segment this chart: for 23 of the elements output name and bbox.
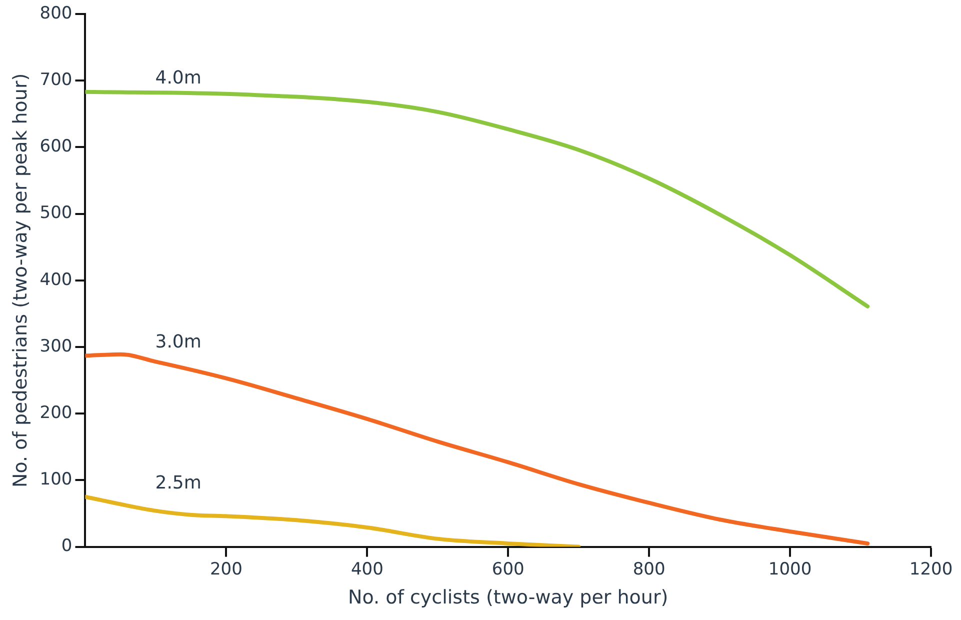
series-label: 4.0m [155, 68, 202, 89]
series-label: 3.0m [155, 331, 202, 352]
line-series [85, 90, 870, 308]
y-tick-label: 500 [40, 203, 72, 224]
x-tick-label: 200 [210, 559, 242, 580]
x-tick-label: 800 [632, 559, 666, 580]
y-tick-label: 400 [40, 270, 72, 290]
x-tick-label: 600 [492, 559, 524, 580]
y-tick-label: 700 [40, 70, 72, 90]
y-tick-label: 200 [40, 403, 72, 424]
y-tick-label: 0 [61, 536, 72, 556]
line-series [85, 494, 581, 547]
x-tick-label: 400 [350, 559, 384, 580]
y-tick-label: 800 [40, 3, 72, 24]
x-tick-label: 1000 [768, 559, 812, 580]
y-tick-label: 600 [40, 136, 72, 157]
series-label: 2.5m [155, 472, 202, 494]
x-tick-label: 1200 [909, 559, 953, 580]
line-series [85, 352, 870, 546]
y-tick-label: 100 [40, 470, 72, 490]
x-axis-title: No. of cyclists (two-way per hour) [348, 586, 668, 609]
y-axis-title: No. of pedestrians (two-way per peak hour) [9, 73, 32, 488]
y-tick-label: 300 [40, 336, 72, 356]
